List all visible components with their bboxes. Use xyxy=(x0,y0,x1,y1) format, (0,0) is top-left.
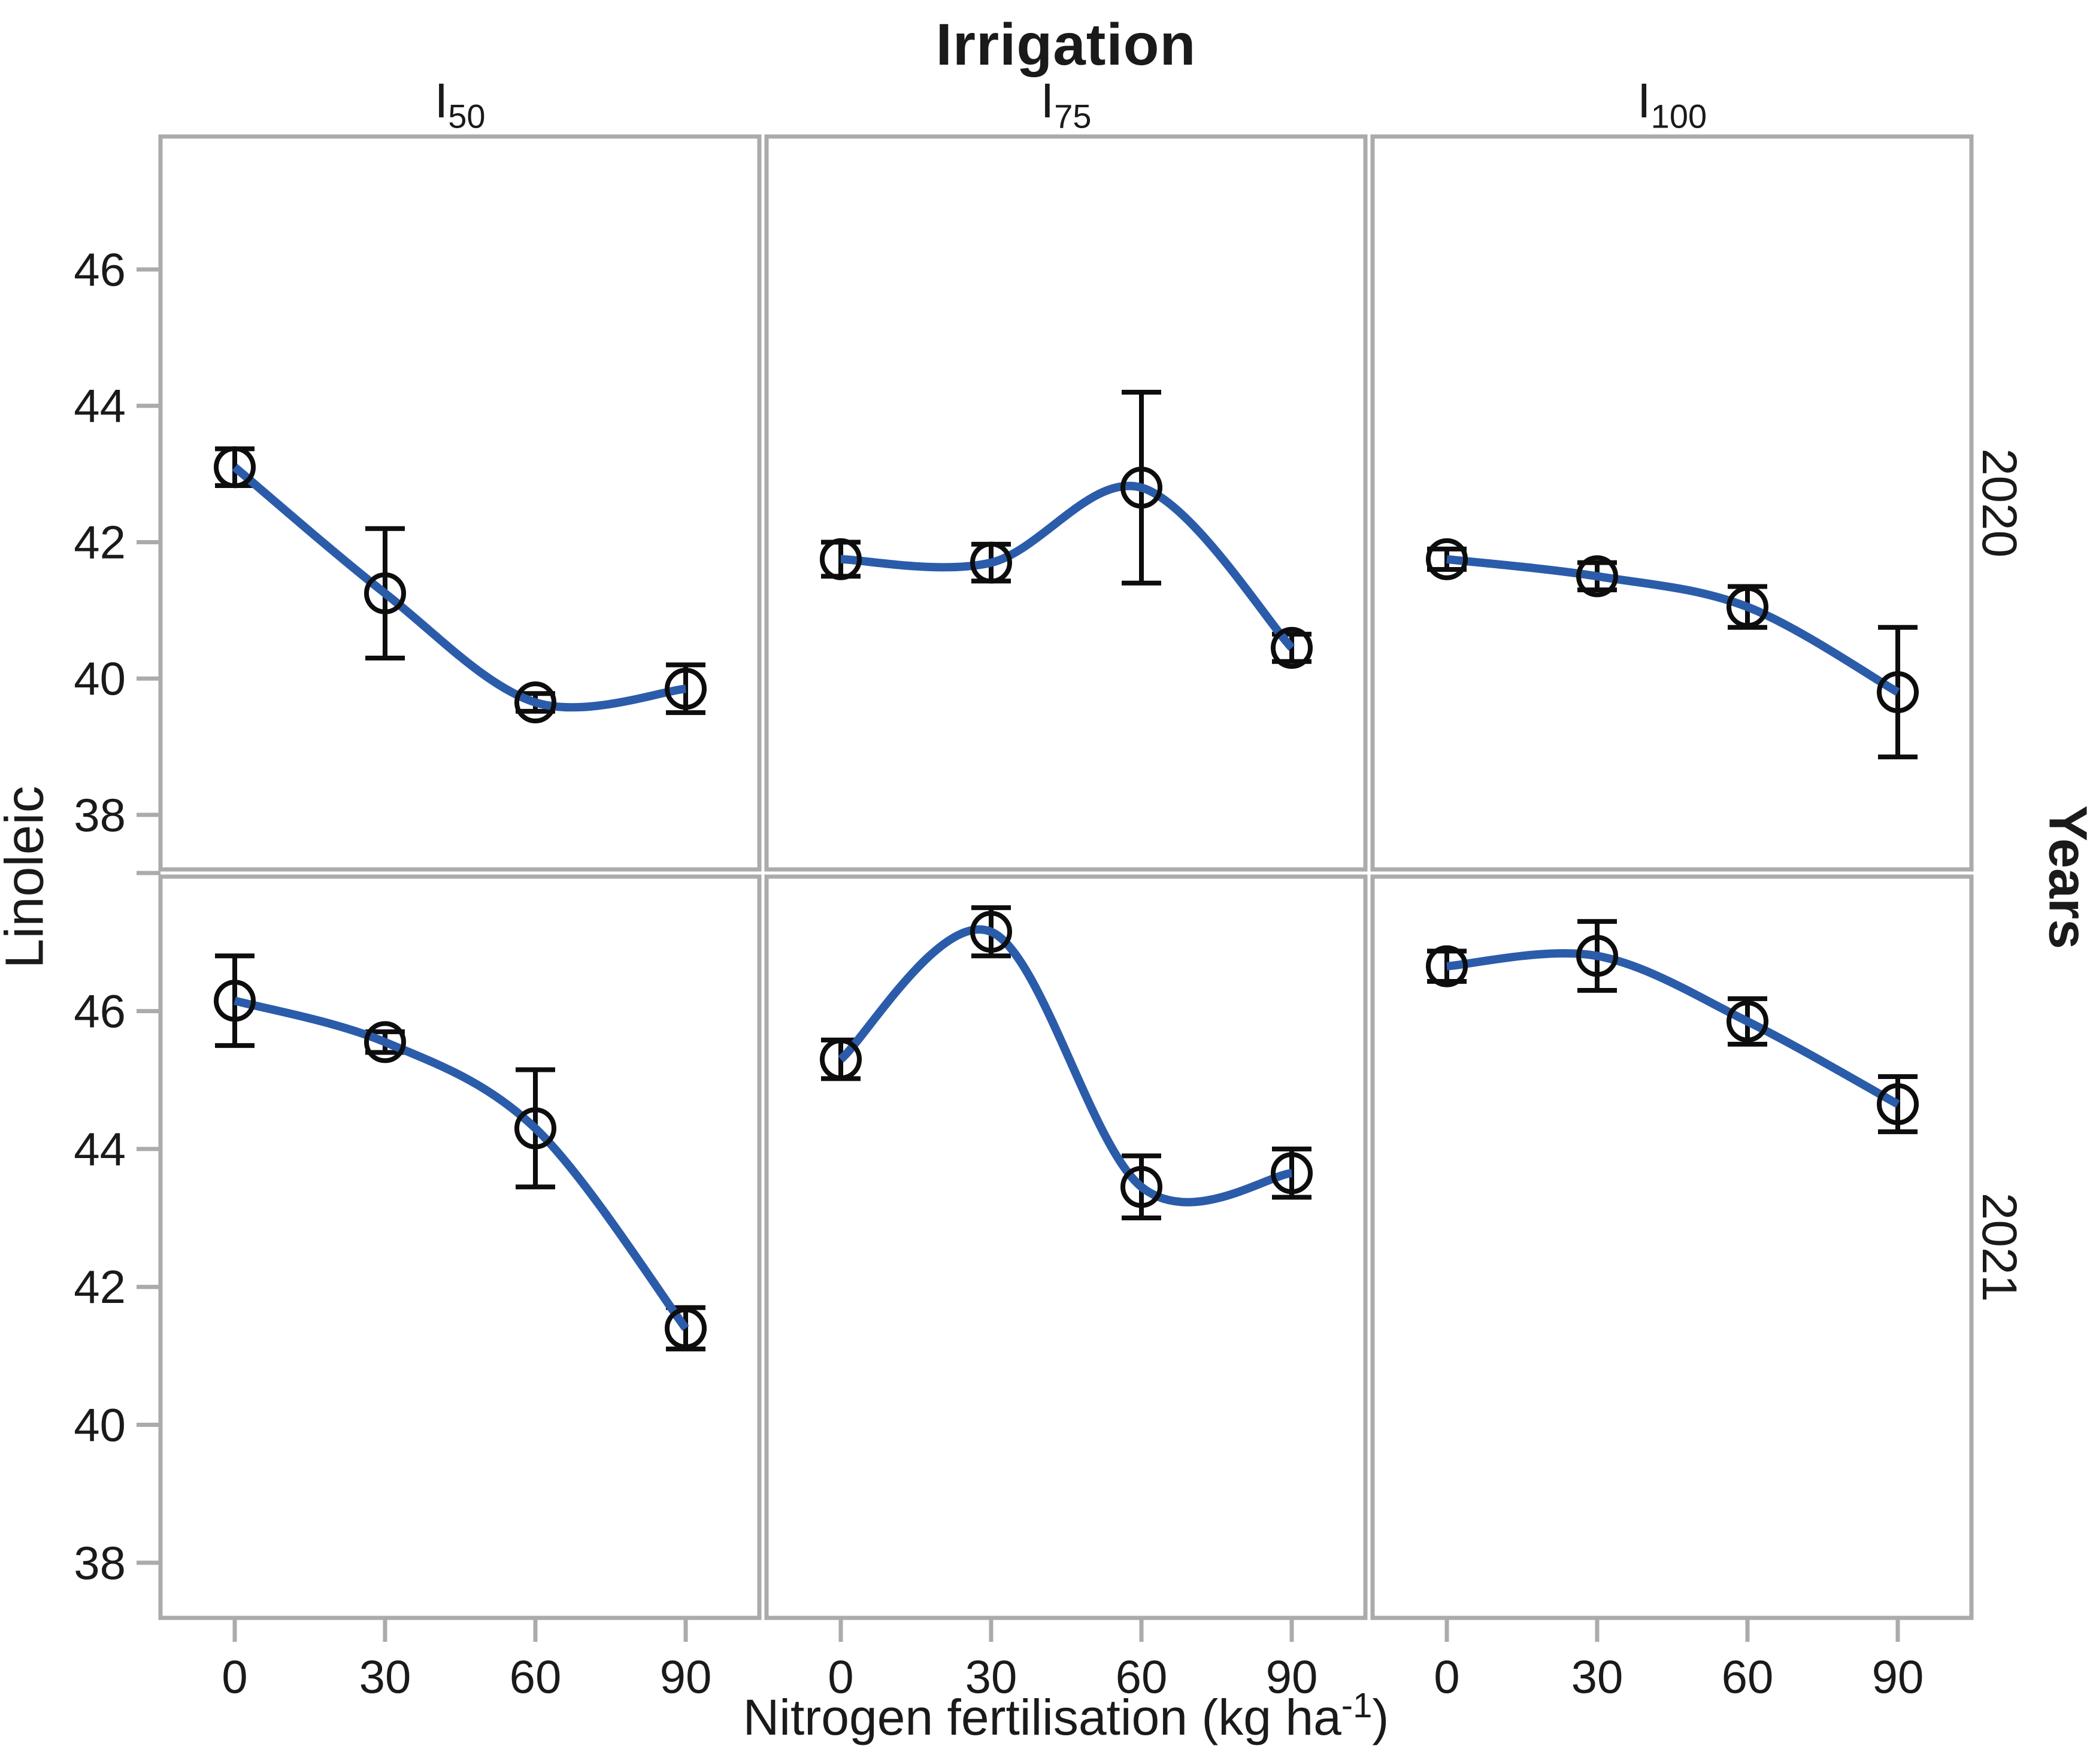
data-point xyxy=(214,980,256,1022)
facet-panel xyxy=(158,874,762,1620)
trend-curve xyxy=(838,925,1293,1207)
x-tick-label: 0 xyxy=(828,1650,853,1703)
trend-curve xyxy=(234,996,689,1331)
y-tick-label: 44 xyxy=(74,380,126,432)
x-tick-label: 30 xyxy=(965,1650,1017,1703)
facet-i100-sub: 100 xyxy=(1650,97,1707,135)
facet-i50-sub: 50 xyxy=(448,97,486,135)
y-axis-title: Linoleic xyxy=(0,786,55,969)
facet-panel xyxy=(1370,134,1974,872)
data-point xyxy=(1877,671,1919,713)
y-tick-label: 46 xyxy=(74,243,126,296)
facet-label-i75: I75 xyxy=(1040,73,1091,133)
facet-i75-base: I xyxy=(1040,74,1055,128)
x-axis-title-post: ) xyxy=(1372,1689,1389,1745)
x-tick-label: 60 xyxy=(1722,1650,1774,1703)
data-point xyxy=(1271,1152,1313,1195)
facet-label-i50: I50 xyxy=(434,73,485,133)
right-axis-title: Years xyxy=(2037,805,2096,950)
x-tick-label: 60 xyxy=(510,1650,562,1703)
data-point xyxy=(1426,538,1468,580)
x-tick-label: 90 xyxy=(1872,1650,1924,1703)
data-point xyxy=(364,1021,406,1063)
y-tick-label: 38 xyxy=(74,1536,126,1589)
y-tick-label: 44 xyxy=(74,1123,126,1175)
x-tick-label: 90 xyxy=(1266,1650,1318,1703)
data-point xyxy=(514,681,556,724)
data-point xyxy=(214,446,256,489)
data-point xyxy=(1877,1083,1919,1126)
x-tick-label: 30 xyxy=(1571,1650,1624,1703)
x-tick-label: 0 xyxy=(222,1650,247,1703)
facet-i75-sub: 75 xyxy=(1054,97,1092,135)
x-axis-title-sup: -1 xyxy=(1341,1686,1373,1725)
data-point xyxy=(364,572,406,614)
facet-label-i100: I100 xyxy=(1637,73,1707,133)
data-point xyxy=(1120,1166,1162,1208)
facet-panel xyxy=(158,134,762,872)
data-point xyxy=(970,541,1012,584)
facet-i100-base: I xyxy=(1637,74,1651,128)
chart-title: Irrigation xyxy=(935,11,1197,77)
data-point xyxy=(1576,935,1618,977)
data-point xyxy=(1426,945,1468,987)
trend-curve xyxy=(1446,554,1900,696)
y-tick-label: 42 xyxy=(74,1260,126,1313)
data-point xyxy=(1120,466,1162,509)
x-axis-title-pre: Nitrogen fertilisation (kg ha xyxy=(743,1689,1341,1745)
facet-label-2021: 2021 xyxy=(1972,1192,2027,1302)
trend-curve xyxy=(840,481,1295,651)
y-tick-label: 42 xyxy=(74,516,126,568)
data-point xyxy=(1271,626,1313,669)
data-point xyxy=(820,1038,862,1081)
facet-i50-base: I xyxy=(434,74,449,128)
x-tick-label: 90 xyxy=(660,1650,712,1703)
facet-panel xyxy=(764,134,1368,872)
y-tick-label: 46 xyxy=(74,985,126,1038)
facet-panel xyxy=(764,874,1368,1620)
data-point xyxy=(665,668,707,710)
data-point xyxy=(665,1307,707,1350)
trend-curve xyxy=(1446,949,1900,1108)
y-tick-label: 38 xyxy=(74,789,126,841)
data-point xyxy=(1727,586,1768,628)
data-point xyxy=(1576,555,1618,598)
y-tick-label: 40 xyxy=(74,652,126,705)
facet-panel xyxy=(1370,874,1974,1620)
data-point xyxy=(1727,1000,1768,1042)
trend-curve xyxy=(232,463,686,712)
x-tick-label: 60 xyxy=(1116,1650,1168,1703)
data-point xyxy=(970,911,1012,953)
x-tick-label: 30 xyxy=(359,1650,411,1703)
x-tick-label: 0 xyxy=(1434,1650,1459,1703)
facet-label-2020: 2020 xyxy=(1972,448,2027,558)
y-tick-label: 40 xyxy=(74,1399,126,1451)
x-axis-title: Nitrogen fertilisation (kg ha-1) xyxy=(743,1689,1389,1747)
data-point xyxy=(514,1107,556,1150)
data-point xyxy=(820,538,862,580)
